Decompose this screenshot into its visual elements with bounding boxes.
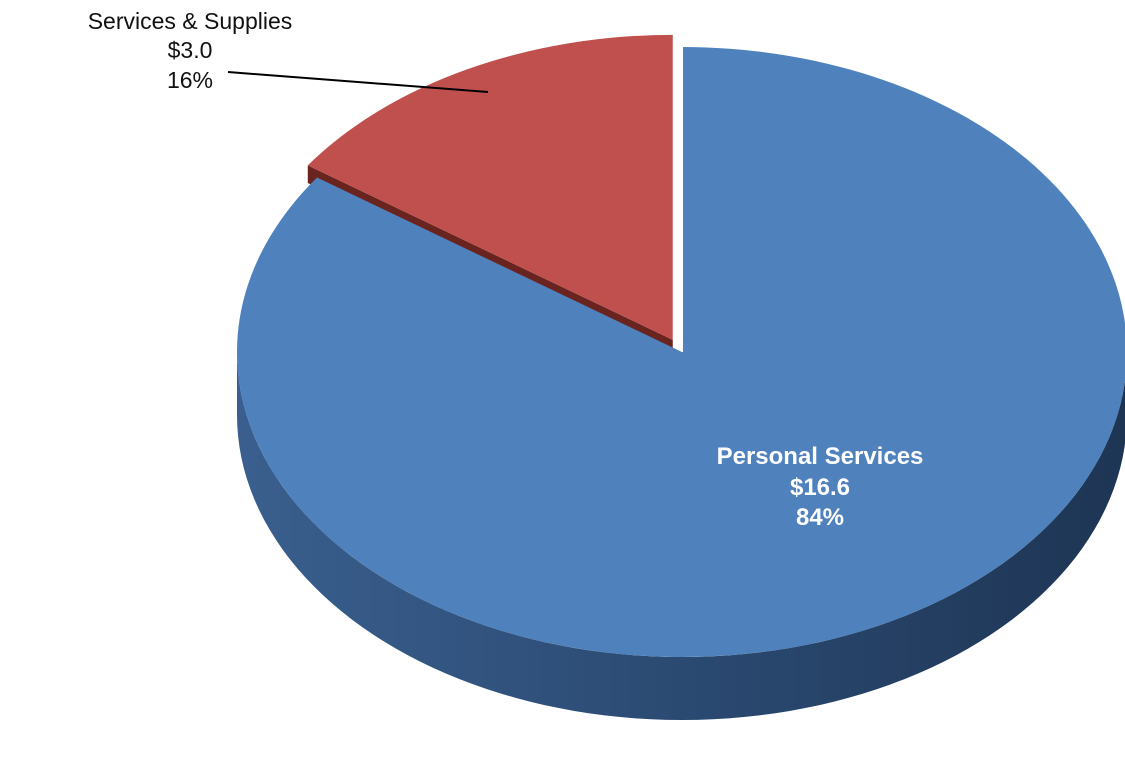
leader-line bbox=[227, 71, 489, 93]
label-services-supplies: Services & Supplies $3.0 16% bbox=[50, 7, 330, 95]
label-personal-services-value: $16.6 bbox=[789, 473, 851, 501]
label-services-supplies-value: $3.0 bbox=[167, 37, 213, 64]
label-personal-services-percent: 84% bbox=[795, 504, 845, 532]
label-services-supplies-percent: 16% bbox=[166, 66, 214, 93]
label-personal-services: Personal Services $16.6 84% bbox=[670, 442, 970, 534]
label-services-supplies-name: Services & Supplies bbox=[87, 8, 293, 34]
label-personal-services-name: Personal Services bbox=[716, 443, 924, 470]
slice-side-personal-services bbox=[237, 352, 1125, 720]
slice-services-supplies bbox=[307, 34, 673, 340]
